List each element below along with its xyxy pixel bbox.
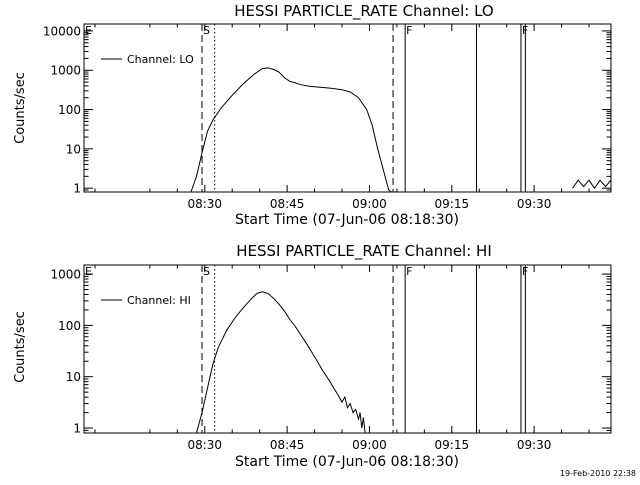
y-axis-label-lo: Counts/sec xyxy=(13,72,28,144)
x-tick-label-lo-3: 09:15 xyxy=(435,197,470,211)
x-tick-label-lo-4: 09:30 xyxy=(517,197,552,211)
series-line-hi-0-0 xyxy=(196,291,366,433)
series-line-lo-0-0 xyxy=(190,67,392,192)
x-tick-label-lo-0: 08:30 xyxy=(187,197,222,211)
x-tick-label-hi-0: 08:30 xyxy=(187,438,222,452)
marker-letter-lo-0: E xyxy=(85,24,92,37)
series-line-lo-0-1 xyxy=(572,179,611,190)
x-axis-label-lo: Start Time (07-Jun-06 08:18:30) xyxy=(235,212,459,228)
panel-channel-lo: HESSI PARTICLE_RATE Channel: LO Start Ti… xyxy=(13,2,612,228)
y-tick-label-lo-4: 10000 xyxy=(43,24,81,38)
y-tick-label-lo-3: 1000 xyxy=(50,64,81,78)
y-tick-label-hi-3: 1000 xyxy=(50,268,81,282)
plot-area-hi: 08:3008:4509:0009:1509:301101001000ESFFC… xyxy=(50,264,612,452)
marker-letter-hi-0: E xyxy=(85,265,92,278)
x-tick-label-lo-2: 09:00 xyxy=(352,197,387,211)
x-tick-label-hi-2: 09:00 xyxy=(352,438,387,452)
plot-area-lo: 08:30 08:45 09:00 09:15 09:30 1 10 100 1000 10000… xyxy=(43,23,612,211)
y-tick-label-hi-2: 100 xyxy=(58,319,81,333)
legend-label-hi: Channel: HI xyxy=(127,294,191,307)
y-tick-label-hi-0: 1 xyxy=(73,422,81,436)
y-axis-label-hi: Counts/sec xyxy=(13,311,28,383)
marker-letter-hi-4: F xyxy=(406,265,412,278)
x-tick-label-lo-1: 08:45 xyxy=(270,197,305,211)
x-axis-label-hi: Start Time (07-Jun-06 08:18:30) xyxy=(235,454,459,470)
x-tick-label-hi-3: 09:15 xyxy=(435,438,470,452)
legend-label-lo: Channel: LO xyxy=(127,53,194,66)
y-tick-label-lo-1: 10 xyxy=(66,142,81,156)
marker-letter-lo-4: F xyxy=(406,24,412,37)
marker-letter-lo-1: S xyxy=(203,24,210,37)
x-tick-label-hi-1: 08:45 xyxy=(270,438,305,452)
chart-title-hi: HESSI PARTICLE_RATE Channel: HI xyxy=(236,242,492,261)
panel-channel-hi: HESSI PARTICLE_RATE Channel: HI Start Ti… xyxy=(13,242,612,470)
x-tick-label-hi-4: 09:30 xyxy=(517,438,552,452)
chart-title-lo: HESSI PARTICLE_RATE Channel: LO xyxy=(234,2,493,21)
marker-letter-hi-1: S xyxy=(203,265,210,278)
y-tick-label-hi-1: 10 xyxy=(66,370,81,384)
y-tick-label-lo-2: 100 xyxy=(58,103,81,117)
y-tick-label-lo-0: 1 xyxy=(73,182,81,196)
footer-timestamp: 19-Feb-2010 22:38 xyxy=(560,469,636,478)
plot-frame-lo xyxy=(83,23,612,193)
